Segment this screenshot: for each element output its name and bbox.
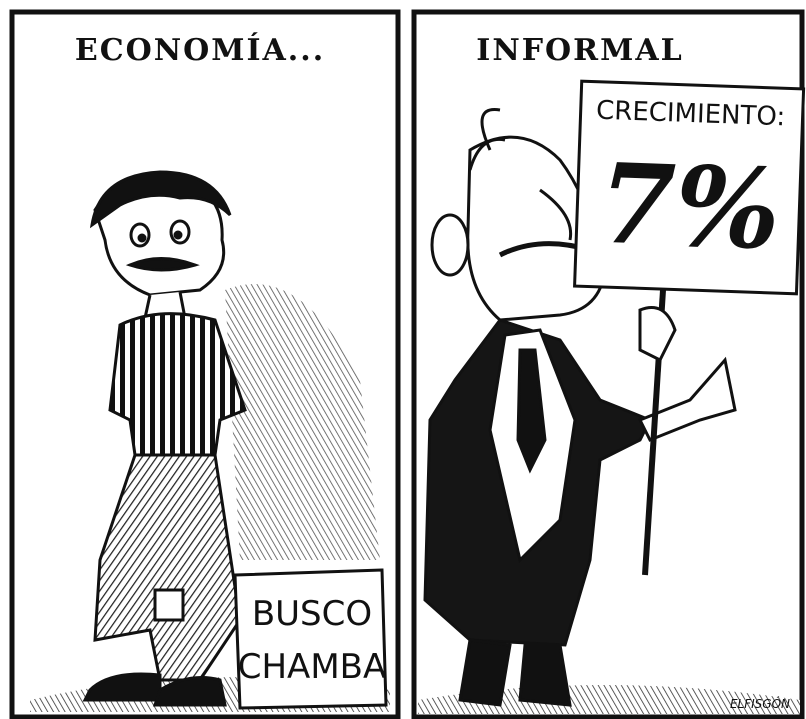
sign-line: BUSCO: [252, 594, 372, 634]
cartoon: ECONOMÍA... BUSCO CHAMBA INFORMAL: [0, 0, 806, 719]
sign-line: CHAMBA: [238, 647, 386, 687]
job-sign: BUSCO CHAMBA: [235, 570, 386, 708]
right-panel: INFORMAL CRECIMIENTO: 7% ELFISGÓN: [414, 12, 804, 717]
signature: ELFISGÓN: [730, 696, 790, 711]
growth-sign: CRECIMIENTO: 7%: [575, 81, 804, 294]
sign-figure: 7%: [597, 139, 782, 274]
left-panel: ECONOMÍA... BUSCO CHAMBA: [12, 12, 398, 717]
panel-title: ECONOMÍA...: [75, 32, 325, 68]
panel-title: INFORMAL: [476, 33, 683, 68]
